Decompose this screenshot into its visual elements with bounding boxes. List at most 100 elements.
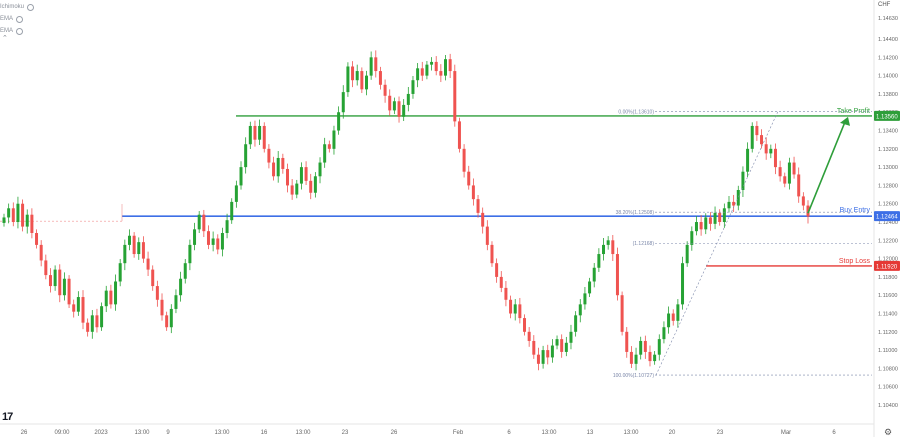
time-tick-label: 13 <box>587 430 594 436</box>
indicator-label: EMA <box>0 16 14 22</box>
price-tick-label: 1.13400 <box>878 129 898 135</box>
candle-body <box>602 244 606 255</box>
candle-body <box>727 201 731 209</box>
price-axis[interactable]: 1.146301.144001.142001.140001.138001.136… <box>873 0 898 437</box>
candle-body <box>295 183 299 195</box>
currency-label: CHF <box>878 2 891 8</box>
time-tick-label: 6 <box>507 430 511 436</box>
candle-body <box>276 157 280 177</box>
candle-body <box>202 214 206 232</box>
time-tick-label: 9 <box>166 430 170 436</box>
candle-body <box>527 331 531 341</box>
price-tick-label: 1.10600 <box>878 385 898 391</box>
candle-body <box>211 238 215 245</box>
up-arrow-head <box>840 116 850 126</box>
candle-body <box>230 201 234 221</box>
candle-body <box>179 278 183 296</box>
candle-body <box>95 315 99 328</box>
candle-body <box>746 148 750 172</box>
candle-body <box>741 171 745 190</box>
candle-body <box>620 295 624 332</box>
candle-body <box>397 101 401 117</box>
eye-icon[interactable] <box>27 3 35 11</box>
candle-body <box>304 167 308 181</box>
indicator-row[interactable]: EMA <box>0 26 24 36</box>
candle-body <box>550 345 554 358</box>
candle-body <box>420 68 424 76</box>
time-tick-label: 13:00 <box>214 430 230 436</box>
up-arrow-line <box>807 121 846 214</box>
candle-body <box>378 71 382 85</box>
candle-body <box>634 354 638 364</box>
candle-body <box>481 212 485 227</box>
candle-body <box>588 281 592 294</box>
eye-icon[interactable] <box>16 15 24 23</box>
candle-body <box>76 297 80 312</box>
candle-body <box>629 351 633 364</box>
candle-body <box>532 340 536 355</box>
candle-body <box>318 162 322 177</box>
price-tag <box>874 260 900 271</box>
time-axis[interactable]: 26 09:00 2023 13:00 9 13:00 16 13:00 23 26 Feb 6 13:… <box>0 423 874 436</box>
price-tick-label: 1.12600 <box>878 202 898 208</box>
candle-body <box>611 240 615 255</box>
candle-body <box>35 233 39 245</box>
candle-body <box>72 304 76 312</box>
candle-body <box>694 222 698 232</box>
time-tick-label: 23 <box>342 430 349 436</box>
time-tick-label: 13:00 <box>541 430 557 436</box>
candle-body <box>81 297 85 323</box>
candle-body <box>21 203 25 227</box>
candle-body <box>457 121 461 149</box>
indicator-label: Ichimoku <box>0 4 25 10</box>
indicator-row[interactable]: Ichimoku <box>0 2 35 12</box>
candle-body <box>388 95 392 111</box>
candle-body <box>499 276 503 288</box>
candle-body <box>104 290 108 307</box>
candle-body <box>787 162 791 184</box>
candle-body <box>606 240 610 245</box>
candle-body <box>48 275 52 287</box>
price-tick-label: 1.11600 <box>878 293 897 299</box>
candle-body <box>783 176 787 184</box>
candle-body <box>453 71 457 122</box>
candle-body <box>592 267 596 282</box>
candle-body <box>290 185 294 195</box>
candle-body <box>495 263 499 277</box>
time-tick-label: 13:00 <box>134 430 150 436</box>
price-tick-label: 1.13200 <box>878 147 898 153</box>
price-tick-label: 1.14630 <box>878 16 898 22</box>
candle-body <box>267 148 271 163</box>
price-tag-label: 1.13560 <box>876 114 898 120</box>
candle-body <box>685 244 689 264</box>
time-tick-label: 2023 <box>94 430 108 436</box>
candle-body <box>332 130 336 149</box>
candle-body <box>285 168 289 186</box>
candle-body <box>30 214 34 233</box>
time-tick-label: 13:00 <box>295 430 311 436</box>
time-tick-label: 26 <box>21 430 28 436</box>
candle-body <box>485 226 489 245</box>
candle-body <box>248 125 252 145</box>
chevron-up-icon[interactable]: ⌃ <box>2 35 8 42</box>
candle-body <box>662 327 666 340</box>
candle-body <box>406 93 410 105</box>
candle-body <box>523 318 527 332</box>
candle-body <box>732 201 736 206</box>
eye-icon[interactable] <box>16 27 24 35</box>
indicator-row[interactable]: EMA <box>0 14 24 24</box>
gear-icon[interactable]: ⚙ <box>884 427 893 437</box>
candle-body <box>188 244 192 264</box>
candle-body <box>681 263 685 305</box>
candle-body <box>574 315 578 332</box>
candle-body <box>615 254 619 296</box>
candle-body <box>244 144 248 168</box>
price-tick-label: 1.11400 <box>878 312 897 318</box>
fib-level-label: (1.12168) <box>633 241 655 247</box>
candle-body <box>369 57 373 76</box>
candle-body <box>253 125 257 140</box>
price-tick-label: 1.10800 <box>878 366 898 372</box>
time-tick-label: 20 <box>669 430 676 436</box>
time-tick-label: 23 <box>717 430 724 436</box>
